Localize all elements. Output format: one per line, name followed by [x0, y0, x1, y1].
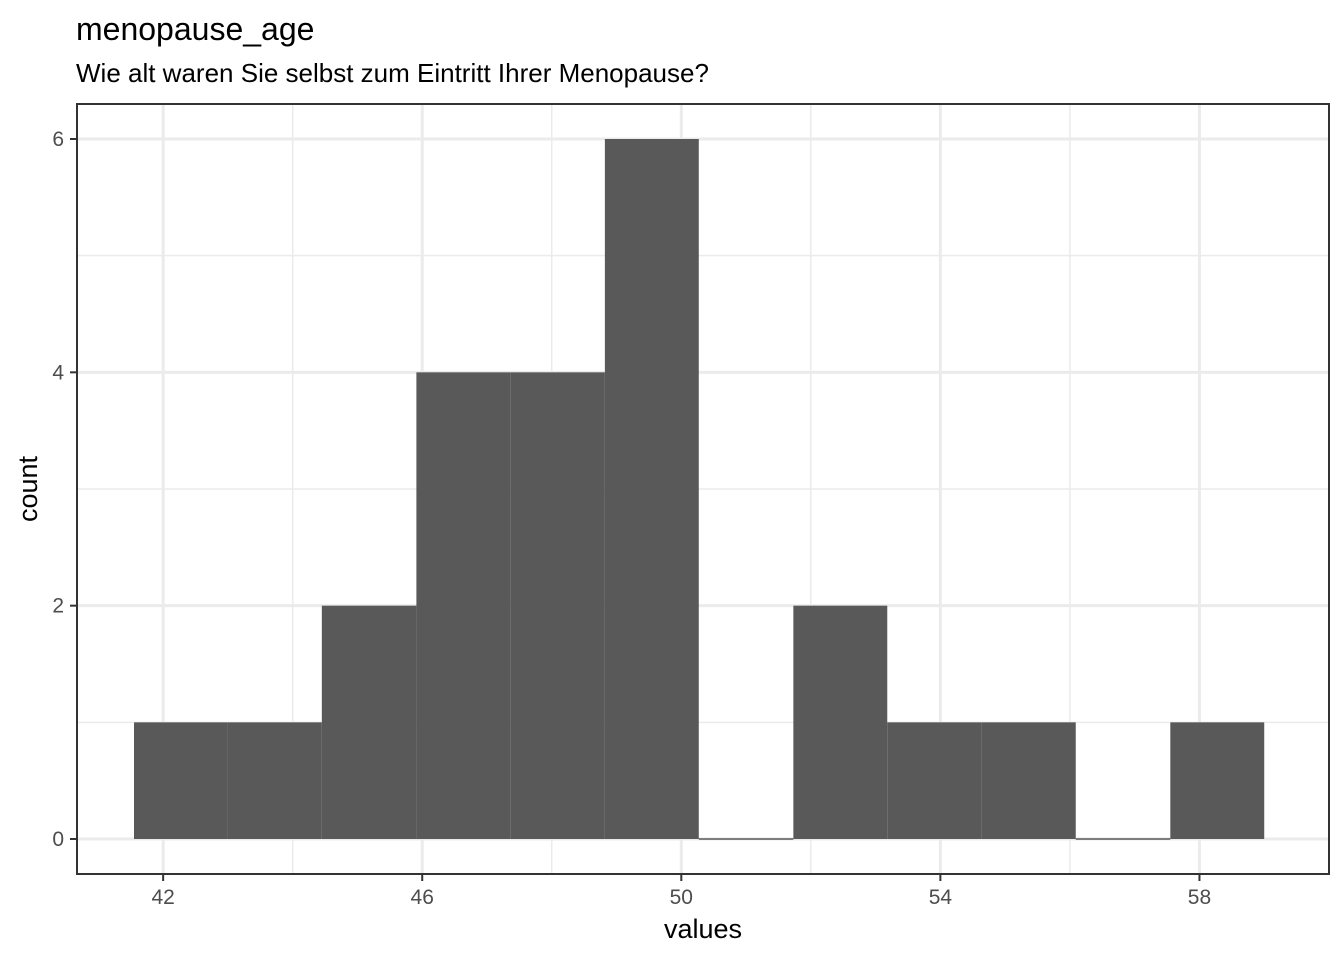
histogram-bar	[1170, 722, 1265, 839]
x-tick-label: 46	[411, 886, 434, 909]
x-tick-label: 58	[1188, 886, 1211, 909]
histogram-bar	[133, 722, 228, 839]
x-axis: 42 46 50 54 58	[151, 874, 1211, 909]
x-tick-label: 54	[929, 886, 953, 909]
histogram-bar	[510, 372, 605, 839]
histogram-bar	[604, 139, 699, 839]
x-tick-label: 50	[670, 886, 693, 909]
y-axis-title: count	[13, 455, 43, 522]
y-tick-label: 4	[52, 361, 64, 384]
y-tick-label: 0	[52, 828, 64, 851]
chart-title: menopause_age	[76, 11, 315, 47]
y-tick-label: 2	[52, 595, 64, 618]
x-axis-title: values	[664, 914, 742, 944]
y-axis: 0 2 4 6	[52, 128, 77, 851]
histogram-bar	[981, 722, 1076, 839]
histogram-bar	[416, 372, 511, 839]
y-tick-label: 6	[52, 128, 64, 151]
histogram-bar	[793, 605, 888, 839]
histogram-bar	[887, 722, 982, 839]
histogram-bar	[227, 722, 322, 839]
x-tick-label: 42	[151, 886, 174, 909]
chart-subtitle: Wie alt waren Sie selbst zum Eintritt Ih…	[76, 58, 709, 88]
histogram-bars	[133, 139, 1265, 840]
histogram-bar	[321, 605, 417, 839]
panel-border	[76, 103, 1330, 875]
